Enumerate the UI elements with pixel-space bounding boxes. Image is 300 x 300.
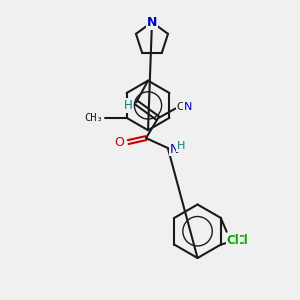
Text: H: H	[124, 99, 133, 112]
Text: Cl: Cl	[236, 234, 248, 247]
Text: C: C	[177, 102, 184, 112]
Text: O: O	[114, 136, 124, 148]
Text: Cl: Cl	[227, 234, 239, 247]
Text: N: N	[184, 102, 192, 112]
Text: N: N	[170, 142, 179, 155]
Text: CH₃: CH₃	[84, 113, 103, 123]
Text: H: H	[177, 141, 185, 151]
Text: N: N	[147, 16, 157, 29]
